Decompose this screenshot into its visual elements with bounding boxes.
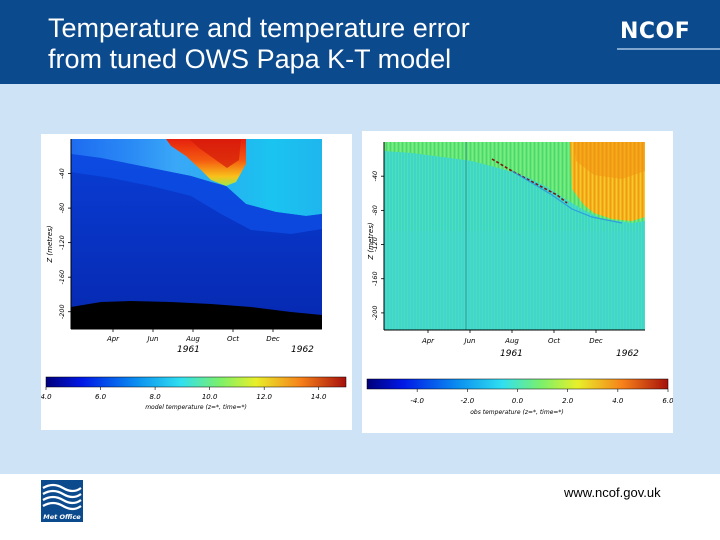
y-axis-label: Z (metres) xyxy=(46,225,54,263)
colorbar-ticks: 4.0 6.0 8.0 10.0 12.0 14.0 xyxy=(40,387,327,401)
colorbar-tick-label: 8.0 xyxy=(150,393,162,401)
x-axis-ticks: Apr Jun Aug Oct Dec xyxy=(106,329,280,343)
x-tick-label: Dec xyxy=(266,335,280,343)
slide-header: Temperature and temperature error from t… xyxy=(0,0,720,84)
x-axis-ticks: Apr Jun Aug Oct Dec xyxy=(421,330,603,345)
title-line-1: Temperature and temperature error xyxy=(48,13,470,43)
brand-underline xyxy=(617,48,720,50)
colorbar-label: model temperature (z=*, time=*) xyxy=(145,404,247,411)
x-tick-label: Apr xyxy=(106,335,120,343)
colorbar-tick-label: 12.0 xyxy=(256,393,272,401)
y-axis-ticks: -40 -80 -120 -160 -200 xyxy=(58,168,71,319)
y-axis-label: Z (metres) xyxy=(367,222,375,260)
deep-layer-region xyxy=(384,231,645,330)
y-tick-label: -160 xyxy=(58,270,66,285)
y-tick-label: -200 xyxy=(58,304,66,319)
strong-positive-error xyxy=(574,142,645,179)
year-label-1961: 1961 xyxy=(500,349,523,359)
year-label-1961: 1961 xyxy=(177,345,200,355)
colorbar-tick-label: -2.0 xyxy=(460,397,474,405)
slide-title: Temperature and temperature error from t… xyxy=(48,13,470,75)
model-temperature-colorbar-panel: 4.0 6.0 8.0 10.0 12.0 14.0 model temperature … xyxy=(40,372,352,429)
colorbar-ticks: -4.0 -2.0 0.0 2.0 4.0 6.0 xyxy=(410,389,674,405)
mixed-layer-band xyxy=(71,139,322,216)
y-tick-label: -120 xyxy=(371,237,379,252)
thermocline-band xyxy=(71,154,322,234)
colorbar-gradient xyxy=(45,376,347,388)
colorbar-tick-label: -4.0 xyxy=(410,397,424,405)
colorbar-tick-label: 6.0 xyxy=(662,397,673,405)
temperature-error-colorbar-panel: -4.0 -2.0 0.0 2.0 4.0 6.0 obs temperature (z=… xyxy=(362,372,674,433)
y-tick-label: -80 xyxy=(58,203,66,214)
y-tick-label: -120 xyxy=(58,235,66,250)
y-tick-label: -40 xyxy=(371,171,379,182)
x-tick-label: Aug xyxy=(504,337,519,345)
colorbar-tick-label: 14.0 xyxy=(311,393,327,401)
x-tick-label: Jun xyxy=(463,337,476,345)
x-tick-label: Apr xyxy=(421,337,435,345)
x-tick-label: Oct xyxy=(548,337,560,345)
model-temperature-colorbar: 4.0 6.0 8.0 10.0 12.0 14.0 model temperature … xyxy=(40,376,347,411)
y-tick-label: -160 xyxy=(371,271,379,286)
y-tick-label: -40 xyxy=(58,168,66,179)
negative-error-streak xyxy=(511,170,623,224)
colorbar-tick-label: 6.0 xyxy=(95,393,107,401)
temperature-error-colorbar: -4.0 -2.0 0.0 2.0 4.0 6.0 obs temperature (z=… xyxy=(366,378,674,416)
colorbar-tick-label: 0.0 xyxy=(512,397,524,405)
ncof-logo: NCOF xyxy=(620,19,691,44)
slide-footer xyxy=(0,474,720,540)
x-tick-label: Dec xyxy=(589,337,603,345)
y-tick-label: -80 xyxy=(371,205,379,216)
met-office-logo: Met Office xyxy=(41,480,83,522)
y-axis-ticks: -40 -80 -120 -160 -200 xyxy=(371,171,384,320)
colorbar-tick-label: 4.0 xyxy=(612,397,624,405)
colorbar-gradient xyxy=(366,378,669,390)
logo-text: Met Office xyxy=(43,513,81,521)
temperature-error-plot: -40 -80 -120 -160 -200 Apr Jun Aug Oct Dec Z (me… xyxy=(367,142,645,359)
model-temperature-plot: -40 -80 -120 -160 -200 Apr Jun Aug Oct Dec Z (me… xyxy=(46,139,322,355)
colorbar-label: obs temperature (z=*, time=*) xyxy=(470,409,564,416)
colorbar-tick-label: 4.0 xyxy=(41,393,52,401)
colorbar-tick-label: 10.0 xyxy=(202,393,218,401)
peak-warm-core xyxy=(189,139,241,168)
x-tick-label: Jun xyxy=(146,335,159,343)
thermocline-error-streak xyxy=(491,158,568,204)
y-tick-label: -200 xyxy=(371,306,379,321)
x-tick-label: Oct xyxy=(227,335,239,343)
content-area: -40 -80 -120 -160 -200 Apr Jun Aug Oct Dec Z (me… xyxy=(0,84,720,474)
x-tick-label: Aug xyxy=(185,335,200,343)
website-link[interactable]: www.ncof.gov.uk xyxy=(564,485,661,500)
year-label-1962: 1962 xyxy=(616,349,639,359)
no-data-region xyxy=(71,301,322,329)
title-line-2: from tuned OWS Papa K-T model xyxy=(48,44,452,74)
year-label-1962: 1962 xyxy=(291,345,314,355)
colorbar-tick-label: 2.0 xyxy=(562,397,574,405)
